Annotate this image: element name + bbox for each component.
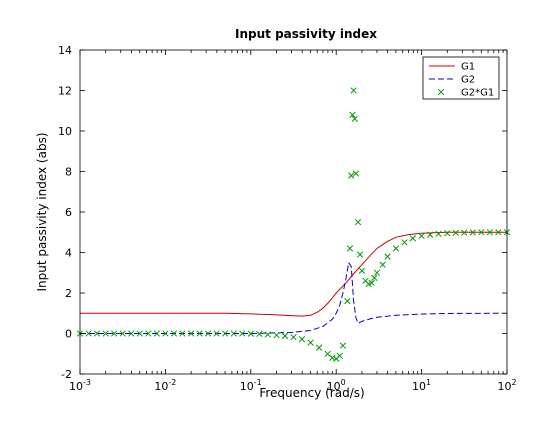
data-point-marker: [196, 330, 203, 337]
data-point-marker: [392, 245, 400, 252]
data-point-marker: [384, 253, 391, 260]
legend-label: G2*G1: [461, 88, 494, 99]
data-point-marker: [339, 342, 347, 349]
data-point-marker: [281, 332, 289, 340]
y-tick-label: 0: [65, 328, 72, 341]
data-point-marker: [349, 111, 356, 118]
data-point-marker: [358, 267, 366, 274]
x-tick-label: 100: [327, 378, 346, 393]
x-tick-label: 10-2: [154, 378, 176, 393]
x-tick-label: 10-1: [240, 378, 262, 393]
data-point-marker: [352, 170, 360, 177]
plot-area: [80, 50, 507, 374]
data-point-marker: [427, 231, 434, 238]
data-point-marker: [373, 269, 381, 276]
data-point-marker: [222, 330, 229, 337]
y-tick-label: 12: [58, 85, 72, 98]
data-point-marker: [153, 330, 160, 337]
y-tick-label: 6: [65, 206, 72, 219]
data-point-marker: [239, 330, 246, 337]
legend: G1 G2 G2*G1: [422, 56, 500, 100]
y-tick-label: 10: [58, 125, 72, 138]
chart-title: Input passivity index: [235, 27, 377, 41]
data-point-marker: [273, 331, 280, 339]
data-point-marker: [346, 245, 354, 252]
x-tick-label: 10-3: [69, 378, 91, 393]
axis-layer: -2 0 2 4 6 8 10 12 14 10-3 10-2 10-1 100 101 102: [58, 44, 517, 393]
data-point-marker: [444, 230, 451, 237]
data-point-marker: [204, 330, 212, 337]
data-point-marker: [179, 330, 186, 337]
data-point-marker: [452, 229, 459, 237]
data-point-marker: [264, 331, 271, 338]
data-point-marker: [162, 330, 169, 337]
data-point-marker: [119, 330, 126, 337]
data-point-marker: [461, 229, 468, 236]
data-point-marker: [110, 330, 118, 337]
legend-label: G2: [461, 75, 475, 86]
series-g2-line: [80, 261, 508, 334]
data-point-marker: [486, 229, 494, 236]
data-point-marker: [354, 218, 362, 226]
data-point-marker: [85, 330, 92, 337]
series-layer: [76, 87, 511, 362]
data-point-marker: [379, 261, 386, 268]
data-point-marker: [290, 333, 297, 341]
data-point-marker: [315, 344, 323, 351]
data-point-marker: [409, 235, 417, 242]
data-point-marker: [102, 330, 109, 337]
data-point-marker: [351, 115, 358, 123]
data-point-marker: [348, 172, 355, 179]
data-point-marker: [469, 229, 476, 236]
data-point-marker: [170, 330, 178, 337]
y-tick-label: -2: [61, 368, 72, 381]
data-point-marker: [495, 229, 502, 236]
data-point-marker: [187, 330, 195, 337]
x-tick-label: 102: [497, 378, 516, 393]
y-tick-label: 4: [65, 247, 72, 260]
x-tick-label: 101: [412, 378, 431, 393]
data-point-marker: [418, 232, 425, 240]
data-point-marker: [93, 330, 101, 337]
data-point-marker: [356, 251, 364, 258]
data-point-marker: [145, 330, 152, 337]
data-point-marker: [435, 230, 442, 238]
data-point-marker: [350, 87, 357, 94]
y-axis-label: Input passivity index (abs): [35, 133, 49, 292]
data-point-marker: [256, 330, 263, 338]
data-point-marker: [371, 274, 378, 281]
data-point-marker: [307, 339, 314, 346]
series-g2g1-markers: [76, 87, 511, 362]
series-g1-line: [80, 231, 507, 317]
data-point-marker: [247, 330, 254, 337]
data-point-marker: [136, 330, 143, 337]
data-point-marker: [213, 330, 220, 337]
data-point-marker: [401, 239, 408, 246]
y-tick-label: 2: [65, 287, 72, 300]
data-point-marker: [128, 330, 135, 337]
data-point-marker: [298, 336, 306, 343]
data-point-marker: [336, 352, 343, 359]
data-point-marker: [329, 354, 336, 361]
data-point-marker: [478, 229, 485, 236]
y-tick-label: 8: [65, 166, 72, 179]
data-point-marker: [230, 330, 237, 337]
data-point-marker: [344, 297, 351, 305]
legend-swatch-g2g1: [437, 88, 445, 96]
data-point-marker: [368, 279, 375, 287]
x-axis-label: Frequency (rad/s): [259, 386, 364, 400]
legend-box: [422, 56, 500, 100]
legend-label: G1: [461, 62, 475, 73]
y-tick-label: 14: [58, 44, 72, 57]
